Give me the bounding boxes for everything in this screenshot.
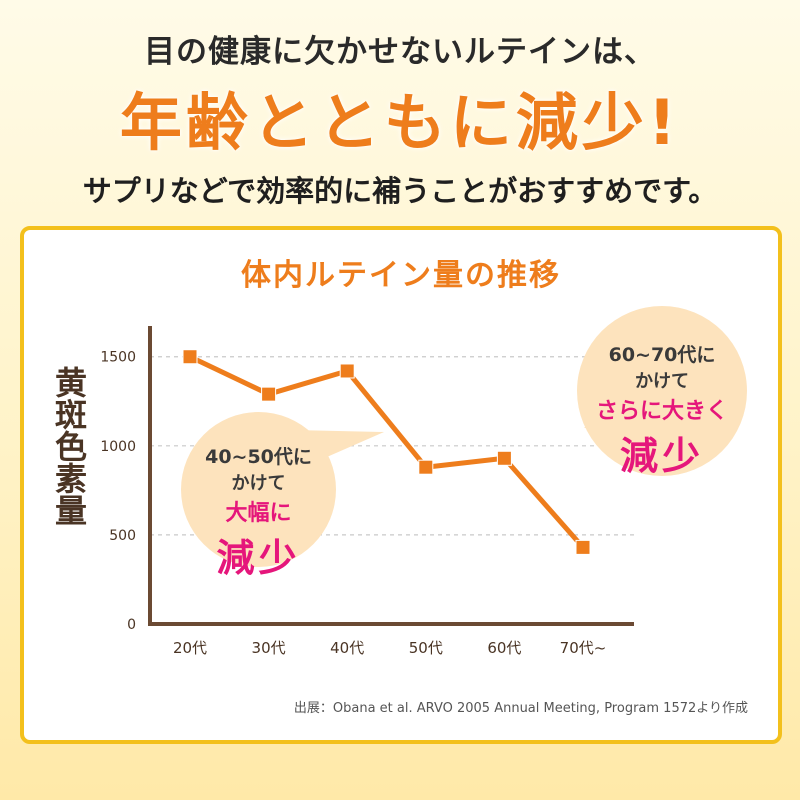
headline-main: 年齢とともに減少! <box>119 86 681 159</box>
y-tick-labels: 0 500 1000 1500 <box>100 350 136 633</box>
x-tick-label: 20代 <box>173 639 207 657</box>
annotation-bubble-60-70: 60~70代に かけて さらに大きく 減少 <box>577 306 747 478</box>
x-tick-label: 30代 <box>252 639 286 657</box>
annotation-decrease: 減少 <box>619 434 704 478</box>
axes <box>148 326 634 626</box>
chart-card: 体内ルテイン量の推移 黄斑色素量 0 500 1000 1500 20代 30代 40代 5… <box>20 226 782 744</box>
annotation-bubble-40-50: 40~50代に かけて 大幅に 減少 <box>181 412 336 580</box>
series-lutein <box>182 349 591 555</box>
data-point <box>496 450 512 466</box>
line-chart: 0 500 1000 1500 20代 30代 40代 50代 60代 70代~ <box>100 326 636 657</box>
headline-intro: 目の健康に欠かせないルテインは、 <box>144 34 656 70</box>
x-tick-labels: 20代 30代 40代 50代 60代 70代~ <box>173 639 606 657</box>
data-point <box>418 459 434 475</box>
data-point <box>339 363 355 379</box>
chart-title: 体内ルテイン量の推移 <box>241 258 561 293</box>
data-point <box>575 539 591 555</box>
annotation-emphasis: さらに大きく <box>595 399 728 424</box>
annotation-connector: かけて <box>635 371 689 392</box>
annotation-age-range: 40~50代に <box>205 446 312 468</box>
data-point <box>182 349 198 365</box>
x-tick-label: 70代~ <box>560 639 607 657</box>
x-tick-label: 60代 <box>487 639 521 657</box>
headline-recommendation: サプリなどで効率的に補うことがおすすめです。 <box>82 174 718 208</box>
x-tick-label: 40代 <box>330 639 364 657</box>
y-axis-label: 黄斑色素量 <box>50 366 88 526</box>
series-line <box>188 354 585 550</box>
y-tick-label: 1000 <box>100 439 136 455</box>
annotation-emphasis: 大幅に <box>225 501 292 526</box>
x-tick-label: 50代 <box>409 639 443 657</box>
annotation-connector: かけて <box>231 473 286 494</box>
source-citation: 出展：Obana et al. ARVO 2005 Annual Meeting… <box>293 701 748 716</box>
y-tick-label: 1500 <box>100 350 136 366</box>
annotation-decrease: 減少 <box>216 536 301 580</box>
annotation-age-range: 60~70代に <box>608 344 716 366</box>
y-tick-label: 500 <box>109 528 136 544</box>
data-point <box>261 386 277 402</box>
y-tick-label: 0 <box>127 617 136 633</box>
